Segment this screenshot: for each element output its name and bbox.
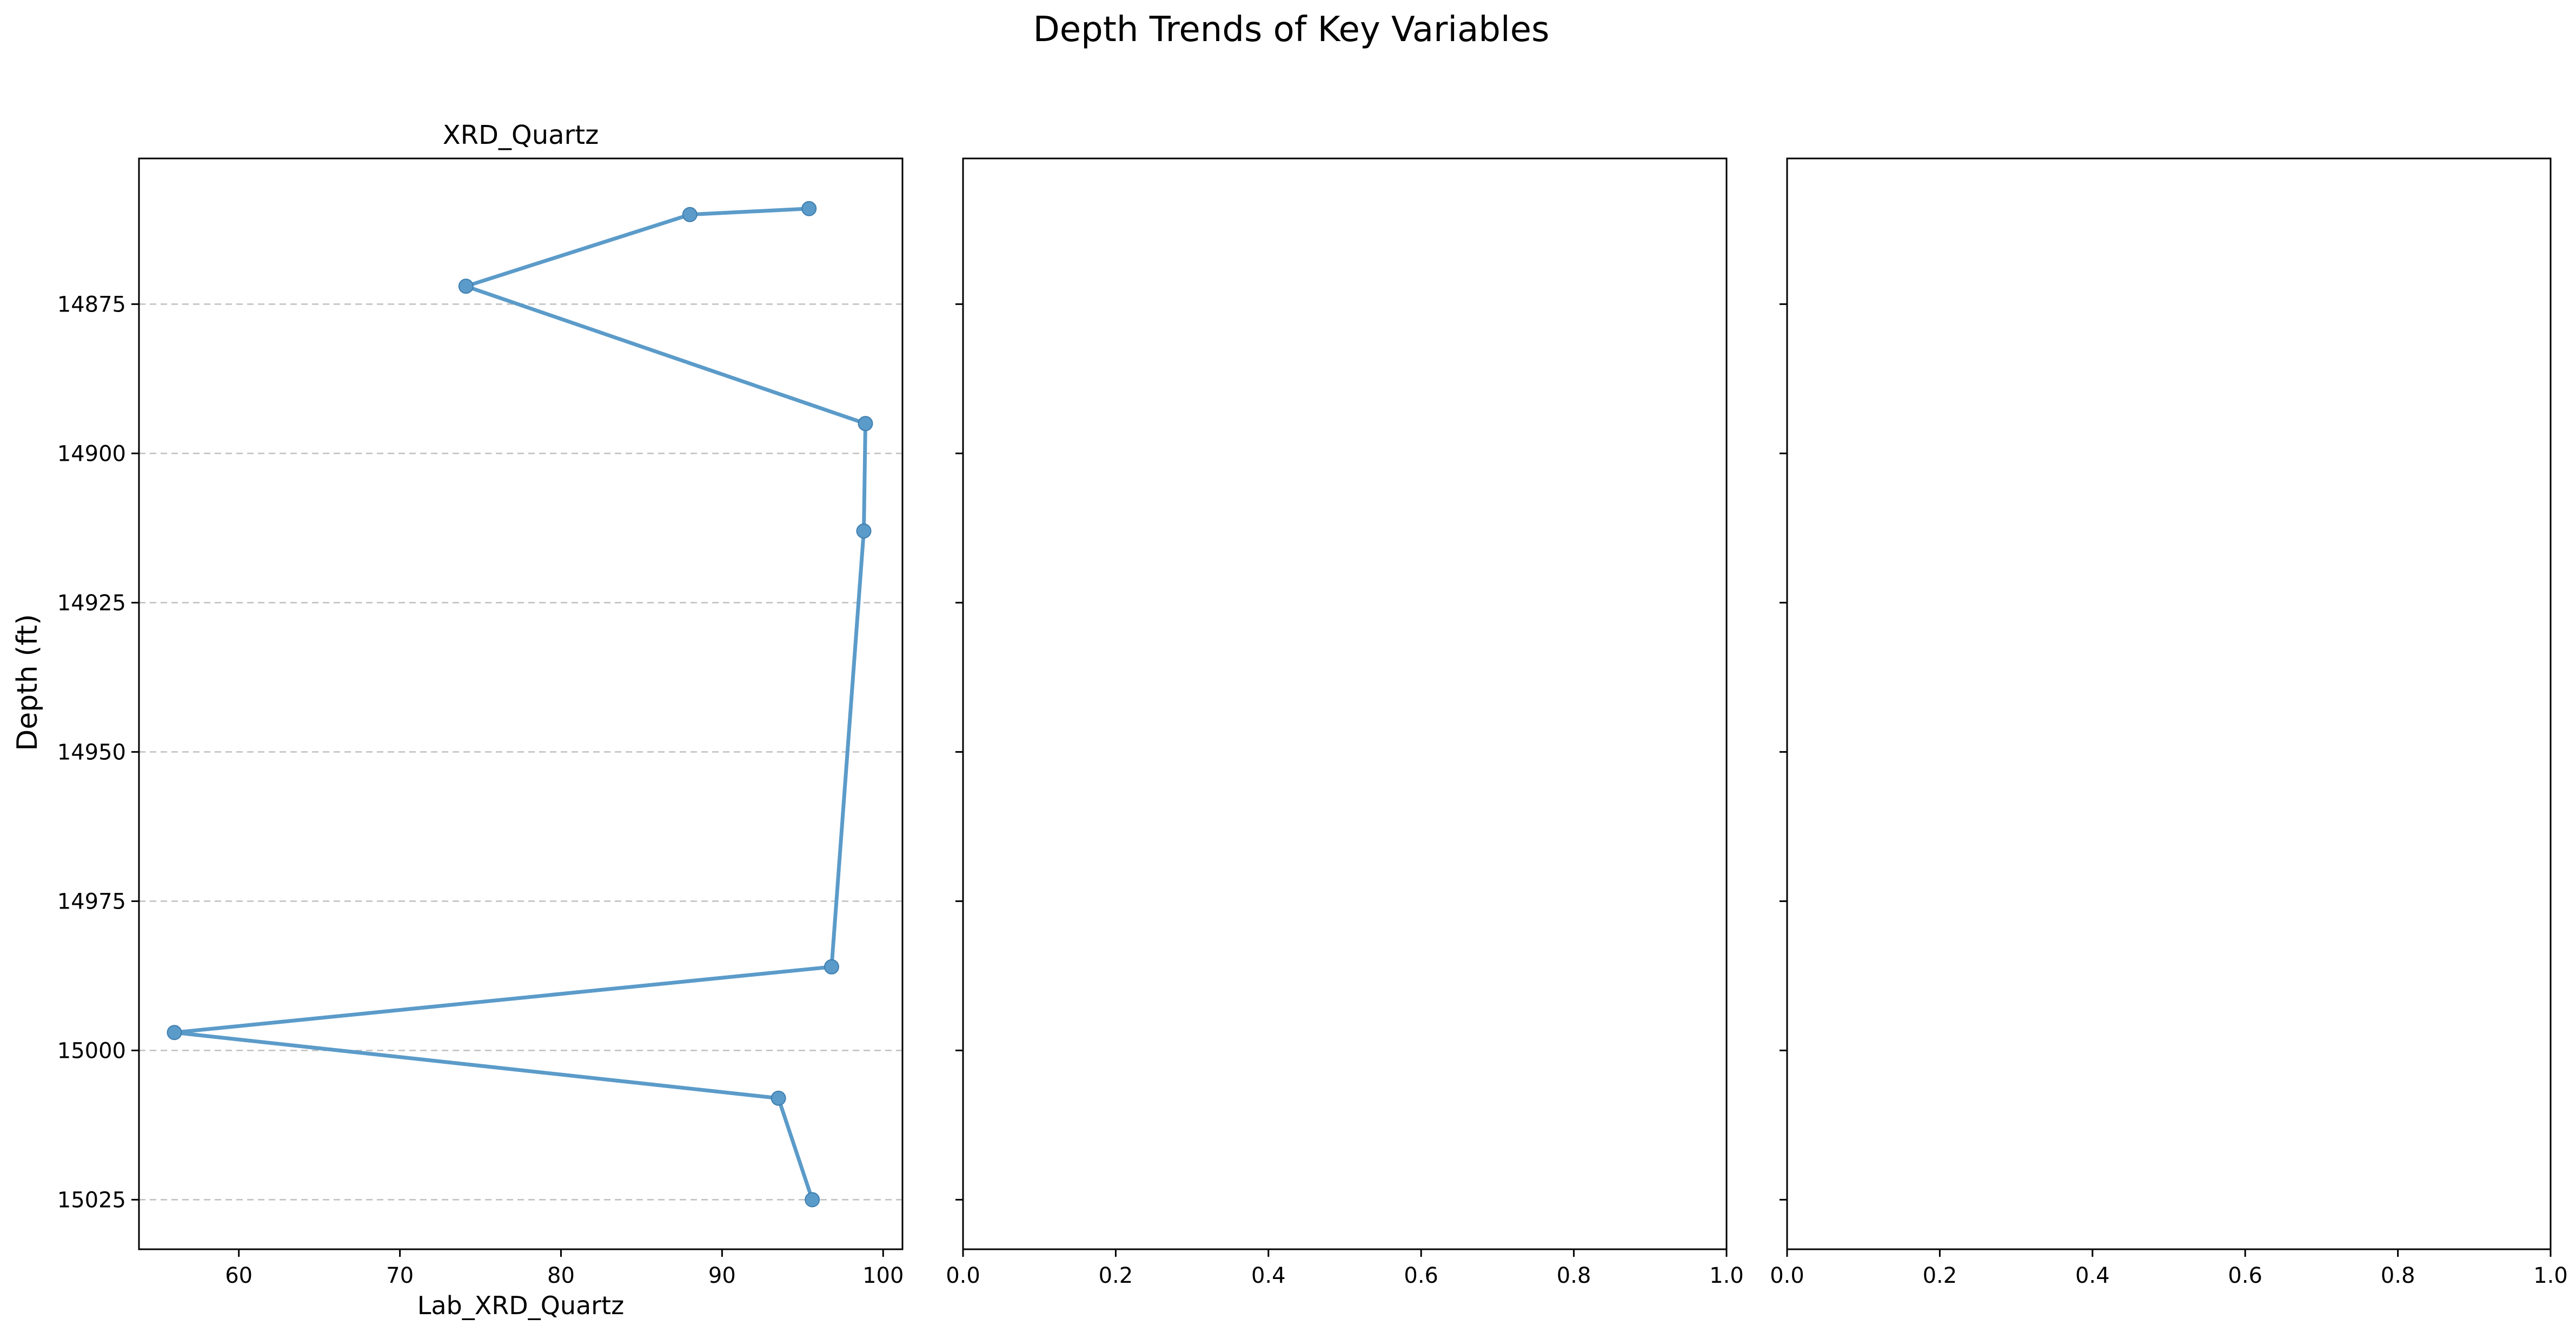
y-tick-label: 15025 bbox=[57, 1188, 126, 1212]
x-tick-label: 60 bbox=[225, 1263, 253, 1288]
panel-xrd-quartz: XRD_Quartz Lab_XRD_Quartz 14875 14900 1492… bbox=[57, 120, 904, 1320]
x-tick-label: 0.4 bbox=[2075, 1263, 2110, 1288]
data-point bbox=[682, 207, 698, 222]
y-tick-label: 14925 bbox=[57, 591, 126, 615]
y-tick-label: 14950 bbox=[57, 740, 126, 765]
x-tick-label: 0.2 bbox=[1099, 1263, 1133, 1288]
x-tick-label: 0.0 bbox=[946, 1263, 980, 1288]
x-tick-label: 80 bbox=[547, 1263, 575, 1288]
y-axis-label: Depth (ft) bbox=[11, 614, 44, 751]
panel-title: XRD_Quartz bbox=[443, 120, 599, 150]
x-axis-label: Lab_XRD_Quartz bbox=[417, 1291, 625, 1320]
data-point bbox=[805, 1192, 820, 1208]
x-tick-label: 1.0 bbox=[2533, 1263, 2568, 1288]
data-point bbox=[856, 523, 872, 539]
y-tick-label: 14975 bbox=[57, 889, 126, 914]
y-tick-label: 15000 bbox=[57, 1038, 126, 1063]
axes-frame bbox=[1786, 157, 2552, 1250]
data-point bbox=[771, 1090, 786, 1106]
x-tick-label: 0.4 bbox=[1251, 1263, 1286, 1288]
axes-frame bbox=[962, 157, 1728, 1250]
x-tick-label: 1.0 bbox=[1709, 1263, 1744, 1288]
x-tick-label: 0.6 bbox=[1404, 1263, 1438, 1288]
axes-frame bbox=[138, 157, 904, 1250]
panel-empty-3: 0.0 0.2 0.4 0.6 0.8 1.0 bbox=[1770, 157, 2568, 1288]
x-tick-label: 0.8 bbox=[1557, 1263, 1591, 1288]
data-point bbox=[167, 1025, 182, 1041]
panel-empty-2: 0.0 0.2 0.4 0.6 0.8 1.0 bbox=[946, 157, 1744, 1288]
x-tick-label: 0.0 bbox=[1770, 1263, 1804, 1288]
figure-title: Depth Trends of Key Variables bbox=[1033, 10, 1550, 50]
data-point bbox=[824, 959, 839, 975]
data-point bbox=[858, 416, 873, 432]
x-tick-label: 70 bbox=[386, 1263, 414, 1288]
x-tick-label: 0.8 bbox=[2381, 1263, 2415, 1288]
y-tick-label: 14875 bbox=[57, 292, 126, 317]
x-tick-label: 100 bbox=[862, 1263, 904, 1288]
data-point bbox=[801, 201, 817, 216]
x-tick-label: 90 bbox=[708, 1263, 736, 1288]
x-tick-label: 0.6 bbox=[2228, 1263, 2262, 1288]
data-point bbox=[458, 279, 474, 294]
x-tick-label: 0.2 bbox=[1923, 1263, 1957, 1288]
y-tick-label: 14900 bbox=[57, 441, 126, 466]
